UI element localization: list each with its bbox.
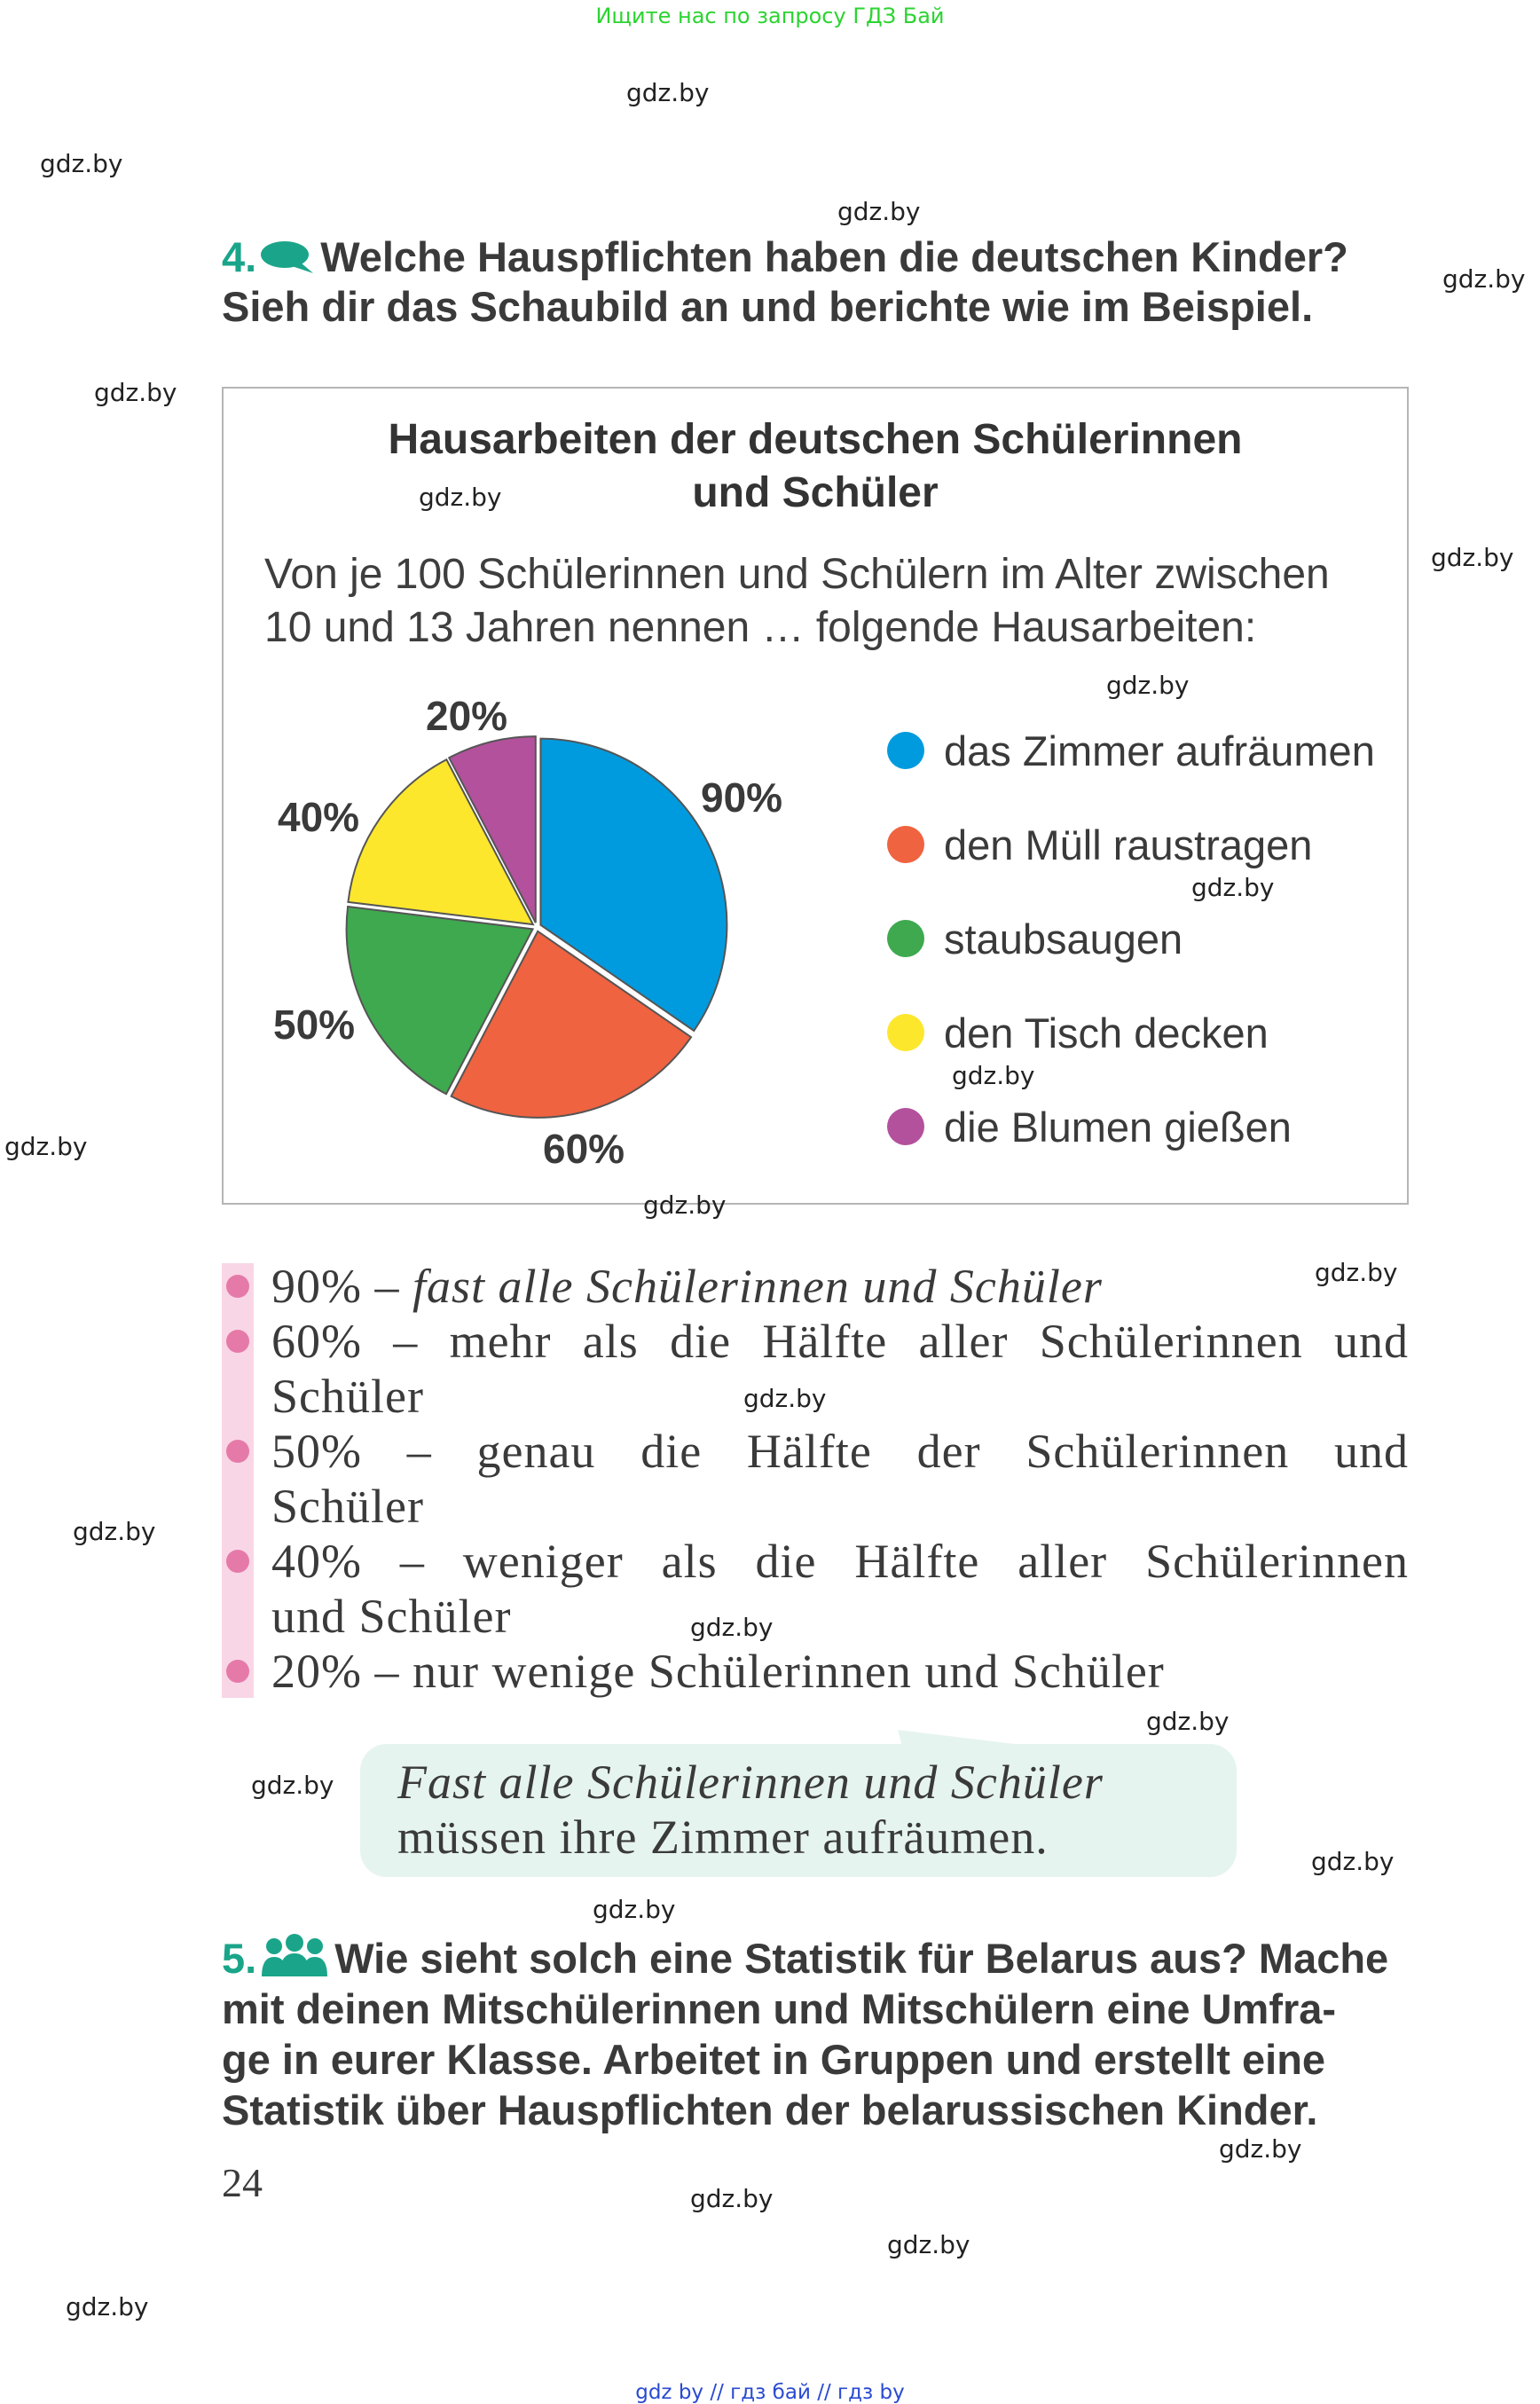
watermark: gdz.by — [837, 197, 921, 226]
watermark: gdz.by — [1219, 2134, 1302, 2164]
page-number: 24 — [222, 2160, 263, 2205]
pie-label-50: 50% — [273, 1002, 356, 1048]
watermark: gdz.by — [593, 1895, 676, 1924]
watermark: gdz.by — [887, 2230, 970, 2259]
legend-item-tisch: den Tisch decken — [887, 1006, 1269, 1059]
task-5-line4: Statistik über Hauspflichten der belarus… — [222, 2086, 1318, 2133]
pie-slice-60 — [450, 930, 693, 1119]
legend-item-zimmer: das Zimmer aufräumen — [887, 724, 1375, 777]
example-line2: müssen ihre Zimmer aufräumen. — [397, 1811, 1049, 1864]
watermark: gdz.by — [1191, 873, 1275, 902]
watermark: gdz.by — [743, 1384, 827, 1413]
task-4-number: 4. — [222, 233, 257, 280]
pie-chart — [345, 735, 728, 1119]
watermark: gdz.by — [66, 2292, 149, 2322]
chart-subtitle-line2: 10 und 13 Jahren nennen … folgende Hausa… — [264, 604, 1257, 651]
task-5-line3: ge in eurer Klasse. Arbeitet in Gruppen … — [222, 2036, 1326, 2083]
example-speech-bubble — [360, 1744, 1237, 1877]
bottom-links[interactable]: gdz by // гдз бай // гдз by — [635, 2381, 905, 2404]
watermark: gdz.by — [1106, 671, 1190, 700]
watermark: gdz.by — [1146, 1707, 1230, 1736]
chart-title-line1: Hausarbeiten der deutschen Schülerinnen — [388, 416, 1243, 463]
task-4-line1: Welche Hauspflichten haben die deutschen… — [320, 233, 1348, 280]
list-item-40-line2: und Schüler — [271, 1590, 512, 1643]
chart-frame — [222, 387, 1409, 1205]
watermark: gdz.by — [1442, 264, 1526, 294]
list-item-50-line2: Schüler — [271, 1480, 424, 1533]
pie-label-60: 60% — [543, 1126, 625, 1172]
chart-subtitle: Von je 100 Schülerinnen und Schülern im … — [264, 548, 1409, 655]
legend-item-blumen: die Blumen gießen — [887, 1100, 1292, 1153]
list-bullet — [226, 1660, 249, 1683]
pie-label-20: 20% — [426, 693, 508, 739]
task-5-line1: 5. Wie sieht solch eine Statistik für Bel… — [222, 1934, 1389, 1982]
watermark: gdz.by — [4, 1132, 88, 1161]
legend-label: staubsaugen — [944, 915, 1183, 962]
task-5-number: 5. — [222, 1935, 257, 1982]
watermark: gdz.by — [643, 1190, 727, 1220]
legend-item-muell: den Müll raustragen — [887, 818, 1312, 871]
watermark: gdz.by — [40, 149, 123, 178]
watermark: gdz.by — [73, 1517, 156, 1546]
watermark: gdz.by — [1431, 543, 1514, 572]
list-item-60-line1: 60% – mehr als die Hälfte aller Schüleri… — [271, 1315, 1409, 1368]
watermark: gdz.by — [690, 1613, 774, 1642]
legend-label: den Müll raustragen — [944, 821, 1313, 868]
pie-label-90: 90% — [701, 774, 783, 821]
example-text: Fast alle Schülerinnen und Schüler müsse… — [397, 1755, 1231, 1865]
watermark: gdz.by — [419, 483, 502, 512]
group-icon — [260, 1934, 329, 1978]
watermark: gdz.by — [251, 1771, 334, 1800]
list-bullet — [226, 1275, 249, 1298]
list-item-90: 90% – fast alle Schülerinnen und Schüler — [271, 1260, 1103, 1313]
legend-swatch — [887, 826, 924, 863]
top-banner[interactable]: Ищите нас по запросу ГДЗ Бай — [595, 4, 945, 28]
list-item-20: 20% – nur wenige Schülerinnen und Schüle… — [271, 1645, 1165, 1698]
task-5-line2: mit deinen Mitschülerinnen und Mitschüle… — [222, 1985, 1337, 2032]
legend-item-staubsaugen: staubsaugen — [887, 912, 1182, 965]
chart-title-line2: und Schüler — [692, 469, 939, 516]
legend-label: den Tisch decken — [944, 1009, 1269, 1057]
legend-swatch — [887, 1014, 924, 1051]
task-4-heading: 4. Welche Hauspflichten haben die deutsch… — [222, 232, 1410, 282]
legend-swatch — [887, 732, 924, 769]
pie-slice-90 — [539, 737, 728, 1033]
pie-slice-20 — [447, 735, 537, 923]
list-accent-bar — [222, 1263, 254, 1698]
list-bullet — [226, 1330, 249, 1353]
pie-slice-40 — [347, 758, 535, 926]
list-item-50-line1: 50% – genau die Hälfte der Schülerinnen … — [271, 1425, 1409, 1478]
watermark: gdz.by — [1315, 1258, 1398, 1287]
watermark: gdz.by — [94, 378, 177, 407]
watermark: gdz.by — [952, 1061, 1035, 1090]
legend-swatch — [887, 920, 924, 957]
legend-label: das Zimmer aufräumen — [944, 727, 1375, 774]
list-bullet — [226, 1440, 249, 1463]
pie-slice-50 — [345, 905, 535, 1096]
list-bullet — [226, 1550, 249, 1573]
list-item-40-line1: 40% – weniger als die Hälfte aller Schül… — [271, 1535, 1409, 1588]
list-item-60-line2: Schüler — [271, 1370, 424, 1423]
legend-label: die Blumen gießen — [944, 1103, 1292, 1151]
chart-title: Hausarbeiten der deutschen Schülerinnen … — [222, 413, 1409, 520]
task-4-line2: Sieh dir das Schaubild an und berichte w… — [222, 283, 1314, 330]
watermark: gdz.by — [1311, 1847, 1395, 1876]
speech-bubble-icon — [260, 236, 315, 273]
watermark: gdz.by — [626, 78, 710, 107]
example-line1: Fast alle Schülerinnen und Schüler — [397, 1756, 1104, 1809]
chart-subtitle-line1: Von je 100 Schülerinnen und Schülern im … — [264, 551, 1330, 598]
pie-label-40: 40% — [278, 794, 360, 840]
watermark: gdz.by — [690, 2184, 774, 2213]
legend-swatch — [887, 1108, 924, 1145]
